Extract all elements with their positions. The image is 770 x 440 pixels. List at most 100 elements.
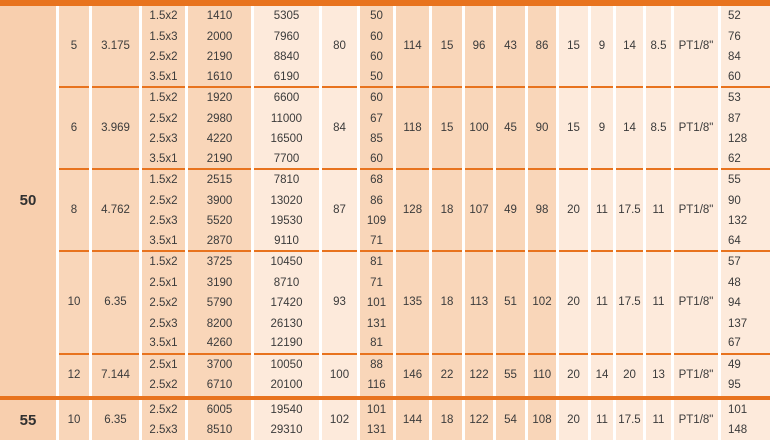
cell-dim-span: 9 bbox=[591, 88, 613, 170]
cell-dim-span: 13 bbox=[646, 354, 671, 396]
cell-value-d: 94 bbox=[721, 293, 770, 314]
cell-value-d: 148 bbox=[721, 420, 770, 440]
cell-dim-span: 22 bbox=[432, 354, 462, 396]
cell-size: 2.5x3 bbox=[142, 211, 185, 232]
cell-dim-span: 20 bbox=[616, 354, 643, 396]
cell-dim-span: PT1/8" bbox=[674, 88, 718, 170]
cell-value-d: 57 bbox=[721, 252, 770, 273]
cell-dim-span: 14 bbox=[616, 6, 643, 88]
cell-value-d: 52 bbox=[721, 6, 770, 27]
cell-pitch: 3.175 bbox=[92, 6, 139, 88]
cell-value-d: 87 bbox=[721, 108, 770, 129]
cell-value-b: 7700 bbox=[254, 149, 319, 170]
cell-pitch: 7.144 bbox=[92, 354, 139, 396]
cell-size: 2.5x1 bbox=[142, 272, 185, 293]
cell-value-d: 101 bbox=[721, 399, 770, 420]
cell-value-c: 86 bbox=[360, 190, 393, 211]
cell-value-a: 3725 bbox=[188, 252, 251, 273]
cell-value-c: 68 bbox=[360, 170, 393, 191]
cell-dim-span: PT1/8" bbox=[674, 6, 718, 88]
cell-dim-span: 102 bbox=[322, 399, 357, 440]
cell-series-no: 50 bbox=[0, 6, 56, 396]
cell-value-d: 48 bbox=[721, 272, 770, 293]
cell-value-c: 85 bbox=[360, 129, 393, 150]
cell-dim-span: PT1/8" bbox=[674, 252, 718, 355]
cell-dim-span: 90 bbox=[528, 88, 556, 170]
cell-dim-span: 122 bbox=[465, 399, 493, 440]
cell-strands: 8 bbox=[59, 170, 89, 252]
cell-value-b: 29310 bbox=[254, 420, 319, 440]
cell-size: 1.5x2 bbox=[142, 88, 185, 109]
cell-value-a: 1920 bbox=[188, 88, 251, 109]
cell-value-d: 128 bbox=[721, 129, 770, 150]
cell-dim-span: 49 bbox=[496, 170, 525, 252]
cell-pitch: 6.35 bbox=[92, 399, 139, 440]
cell-dim-span: 118 bbox=[396, 88, 429, 170]
cell-size: 2.5x2 bbox=[142, 399, 185, 420]
cell-dim-span: 11 bbox=[591, 399, 613, 440]
cell-value-b: 10050 bbox=[254, 354, 319, 375]
cell-value-d: 62 bbox=[721, 149, 770, 170]
cell-value-a: 1610 bbox=[188, 67, 251, 88]
cell-value-a: 2980 bbox=[188, 108, 251, 129]
cell-size: 2.5x2 bbox=[142, 47, 185, 68]
cell-dim-span: 43 bbox=[496, 6, 525, 88]
cell-strands: 5 bbox=[59, 6, 89, 88]
cell-value-b: 12190 bbox=[254, 334, 319, 355]
cell-value-d: 67 bbox=[721, 334, 770, 355]
cell-value-a: 2190 bbox=[188, 47, 251, 68]
cell-size: 2.5x3 bbox=[142, 129, 185, 150]
cell-dim-span: 55 bbox=[496, 354, 525, 396]
cell-dim-span: 86 bbox=[528, 6, 556, 88]
cell-dim-span: 128 bbox=[396, 170, 429, 252]
cell-value-a: 5790 bbox=[188, 293, 251, 314]
cell-value-c: 101 bbox=[360, 399, 393, 420]
cell-value-c: 131 bbox=[360, 420, 393, 440]
cell-dim-span: 107 bbox=[465, 170, 493, 252]
cell-dim-span: 15 bbox=[432, 6, 462, 88]
cell-dim-span: 11 bbox=[591, 252, 613, 355]
cell-value-c: 71 bbox=[360, 272, 393, 293]
cell-size: 2.5x1 bbox=[142, 354, 185, 375]
cell-dim-span: 8.5 bbox=[646, 88, 671, 170]
cell-dim-span: 100 bbox=[322, 354, 357, 396]
cell-dim-span: 11 bbox=[646, 170, 671, 252]
top-border-bar bbox=[0, 0, 770, 6]
cell-size: 2.5x2 bbox=[142, 375, 185, 396]
cell-dim-span: 93 bbox=[322, 252, 357, 355]
cell-value-b: 7960 bbox=[254, 26, 319, 47]
cell-value-b: 6600 bbox=[254, 88, 319, 109]
cell-dim-span: 84 bbox=[322, 88, 357, 170]
cell-size: 1.5x2 bbox=[142, 170, 185, 191]
cell-value-a: 3190 bbox=[188, 272, 251, 293]
cell-value-d: 90 bbox=[721, 190, 770, 211]
cell-dim-span: 110 bbox=[528, 354, 556, 396]
cell-dim-span: 87 bbox=[322, 170, 357, 252]
cell-dim-span: 20 bbox=[559, 399, 588, 440]
cell-size: 1.5x3 bbox=[142, 26, 185, 47]
cell-dim-span: 18 bbox=[432, 170, 462, 252]
cell-dim-span: 20 bbox=[559, 252, 588, 355]
cell-dim-span: 14 bbox=[616, 88, 643, 170]
cell-value-a: 8510 bbox=[188, 420, 251, 440]
cell-size: 2.5x2 bbox=[142, 293, 185, 314]
cell-value-a: 8200 bbox=[188, 313, 251, 334]
cell-value-c: 50 bbox=[360, 6, 393, 27]
cell-dim-span: 100 bbox=[465, 88, 493, 170]
cell-value-c: 60 bbox=[360, 149, 393, 170]
cell-value-c: 50 bbox=[360, 67, 393, 88]
cell-value-a: 2190 bbox=[188, 149, 251, 170]
cell-value-b: 16500 bbox=[254, 129, 319, 150]
cell-dim-span: 113 bbox=[465, 252, 493, 355]
cell-dim-span: PT1/8" bbox=[674, 170, 718, 252]
cell-pitch: 6.35 bbox=[92, 252, 139, 355]
cell-dim-span: 8.5 bbox=[646, 6, 671, 88]
cell-value-b: 6190 bbox=[254, 67, 319, 88]
cell-value-a: 4260 bbox=[188, 334, 251, 355]
cell-value-d: 49 bbox=[721, 354, 770, 375]
cell-value-d: 76 bbox=[721, 26, 770, 47]
cell-size: 1.5x2 bbox=[142, 252, 185, 273]
spec-table: 50 5 3.175 80 114 15 96 43 86 15 9 14 8.5 PT1/8" 1.5x2… bbox=[0, 6, 770, 440]
cell-value-b: 8840 bbox=[254, 47, 319, 68]
